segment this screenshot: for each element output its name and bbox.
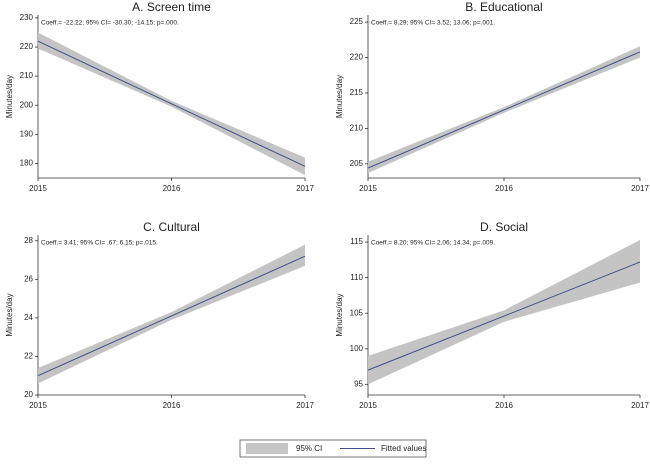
y-tick-label: 110 <box>350 273 363 282</box>
legend-label: 95% CI <box>296 444 322 453</box>
y-tick-label: 28 <box>24 236 33 245</box>
y-tick-label: 26 <box>24 274 33 283</box>
x-tick-label: 2015 <box>359 184 377 193</box>
y-tick-label: 220 <box>350 53 364 62</box>
x-tick-label: 2017 <box>631 401 649 410</box>
x-tick-label: 2016 <box>163 184 181 193</box>
y-tick-label: 210 <box>20 71 34 80</box>
x-tick-label: 2017 <box>296 401 314 410</box>
annotation: Coeff.= 8.20; 95% CI= 2.06; 14.34; p=.00… <box>371 240 495 247</box>
y-tick-label: 100 <box>350 344 364 353</box>
y-tick-label: 190 <box>20 129 34 138</box>
x-tick-label: 2016 <box>163 401 181 410</box>
y-axis-label: Minutes/day <box>335 293 344 336</box>
y-tick-label: 95 <box>354 379 363 388</box>
y-tick-label: 22 <box>24 352 33 361</box>
x-tick-label: 2017 <box>631 184 649 193</box>
panel-title: C. Cultural <box>143 220 200 234</box>
x-tick-label: 2015 <box>29 184 47 193</box>
annotation: Coeff.= 8.29; 95% CI= 3.52; 13.06; p=.00… <box>371 20 495 27</box>
y-axis-label: Minutes/day <box>5 75 14 118</box>
y-tick-label: 230 <box>20 13 34 22</box>
y-tick-label: 24 <box>24 313 33 322</box>
y-tick-label: 210 <box>350 124 364 133</box>
y-tick-label: 225 <box>350 17 364 26</box>
annotation: Coeff.= 3.41; 95% CI= .67; 6.15; p=.015. <box>41 240 158 247</box>
y-tick-label: 200 <box>20 100 34 109</box>
x-tick-label: 2016 <box>495 401 513 410</box>
fitted-line <box>367 51 641 169</box>
ci-band <box>368 239 640 385</box>
fitted-line <box>37 255 306 377</box>
x-tick-label: 2016 <box>495 184 513 193</box>
annotation: Coeff.= -22.22; 95% CI= -30.30; -14.15; … <box>41 20 179 27</box>
x-tick-label: 2015 <box>29 401 47 410</box>
legend-swatch <box>246 443 288 454</box>
panel-title: A. Screen time <box>132 0 211 14</box>
x-tick-label: 2017 <box>296 184 314 193</box>
y-tick-label: 20 <box>24 390 33 399</box>
fitted-line <box>37 40 306 167</box>
y-axis-label: Minutes/day <box>5 293 14 336</box>
panel-title: B. Educational <box>465 0 542 14</box>
legend-label: Fitted values <box>381 444 426 453</box>
y-tick-label: 115 <box>350 237 363 246</box>
fitted-line <box>367 261 641 371</box>
panel-title: D. Social <box>480 220 528 234</box>
y-tick-label: 205 <box>350 159 364 168</box>
x-tick-label: 2015 <box>359 401 377 410</box>
y-axis-label: Minutes/day <box>335 75 344 118</box>
y-tick-label: 180 <box>20 159 34 168</box>
y-tick-label: 220 <box>20 42 34 51</box>
y-tick-label: 105 <box>350 308 364 317</box>
y-tick-label: 215 <box>350 88 364 97</box>
ci-band <box>38 244 305 384</box>
